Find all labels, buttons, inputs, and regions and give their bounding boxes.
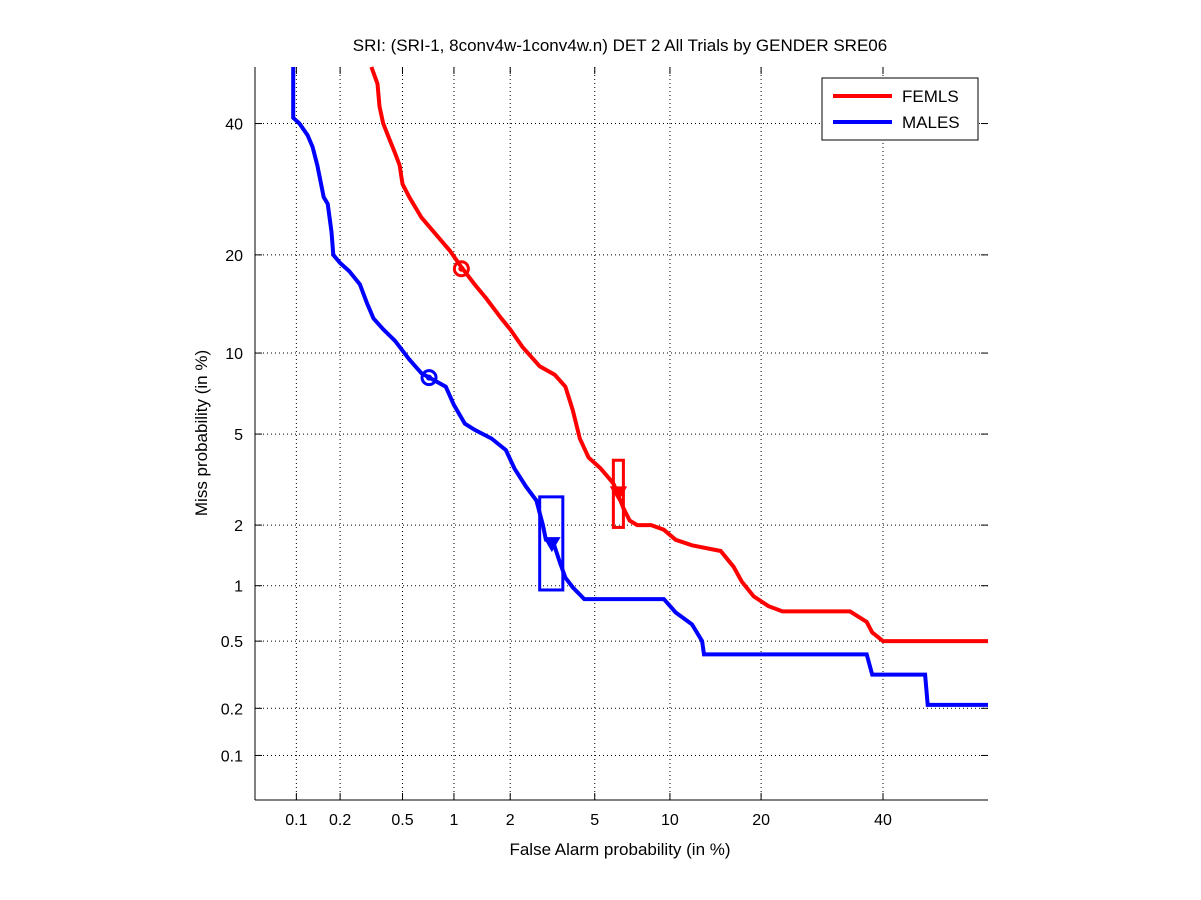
legend-box: [821, 77, 979, 141]
y-tick-label: 0.5: [221, 634, 243, 651]
y-tick-label: 20: [225, 248, 243, 265]
legend-label-males: MALES: [902, 113, 960, 132]
x-axis-label: False Alarm probability (in %): [509, 840, 730, 859]
min-cost-dot-males: [426, 374, 433, 381]
x-tick-label: 1: [449, 812, 458, 829]
y-tick-label: 2: [234, 518, 243, 535]
x-tick-label: 0.5: [391, 812, 413, 829]
x-axis-ticks: 0.1 0.2 0.5 1 2 5 10 20 40: [285, 67, 892, 829]
x-tick-label: 0.2: [329, 812, 351, 829]
y-axis-label: Miss probability (in %): [192, 350, 211, 516]
chart-title: SRI: (SRI-1, 8conv4w-1conv4w.n) DET 2 Al…: [353, 36, 887, 55]
y-tick-label: 40: [225, 117, 243, 134]
operating-box-males: [538, 495, 565, 592]
y-tick-label: 1: [234, 579, 243, 596]
min-cost-circle-femls: [452, 260, 470, 278]
series-line-femls: [369, 66, 988, 644]
series-group: [291, 66, 988, 707]
legend: FEMLS MALES: [821, 77, 979, 141]
x-tick-label: 2: [506, 812, 515, 829]
grid-lines: [255, 67, 988, 800]
y-tick-label: 10: [225, 346, 243, 363]
operating-point-femls: [609, 486, 628, 502]
y-tick-label: 5: [234, 427, 243, 444]
y-axis-ticks: 0.1 0.2 0.5 1 2 5 10 20 40: [221, 117, 988, 765]
x-tick-label: 10: [661, 812, 679, 829]
x-tick-label: 0.1: [285, 812, 307, 829]
series-line-males: [291, 67, 988, 707]
x-tick-label: 40: [874, 812, 892, 829]
operating-point-males: [543, 537, 561, 553]
axes: [254, 67, 988, 801]
y-tick-label: 0.2: [221, 701, 243, 718]
min-cost-dot-femls: [458, 265, 465, 272]
min-cost-circle-males: [420, 369, 438, 387]
x-tick-label: 5: [590, 812, 599, 829]
operating-box-femls: [611, 458, 625, 529]
x-tick-label: 20: [752, 812, 770, 829]
legend-label-femls: FEMLS: [902, 87, 959, 106]
y-tick-label: 0.1: [221, 748, 243, 765]
